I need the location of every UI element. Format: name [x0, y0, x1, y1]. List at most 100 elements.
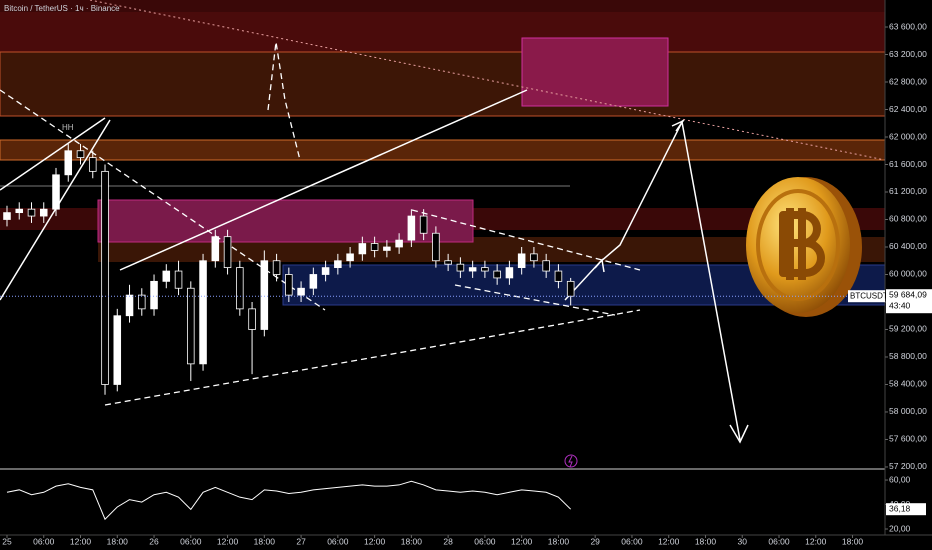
candle-body [64, 150, 73, 176]
x-tick-label: 12:00 [658, 536, 680, 546]
candle-body [554, 270, 563, 282]
candle-body [27, 208, 36, 217]
value-label: 36,18 [889, 503, 911, 513]
y-tick-label: 62 400,00 [889, 104, 927, 114]
y-tick-label: 60 400,00 [889, 241, 927, 251]
dashed-line [104, 309, 641, 406]
arrow-head [594, 258, 605, 273]
x-tick-label: 18:00 [401, 536, 423, 546]
drawings [0, 89, 749, 444]
y-tick-label: 58 800,00 [889, 351, 927, 361]
trend-line [0, 117, 106, 191]
trend-line [0, 119, 111, 301]
candle-body [138, 294, 146, 310]
x-tick-label: 06:00 [180, 536, 202, 546]
y-tick-label: 63 200,00 [889, 49, 927, 59]
candle-body [125, 294, 134, 317]
symbol-label: BTCUSDT [850, 291, 888, 300]
x-tick-label: 06:00 [474, 536, 496, 546]
x-tick-label: 06:00 [33, 536, 55, 546]
y-tick-label: 62 800,00 [889, 76, 927, 86]
y-tick-label: 60 800,00 [889, 214, 927, 224]
y-tick-label: 57 200,00 [889, 461, 927, 471]
candle-body [468, 267, 477, 272]
event-icon[interactable] [564, 454, 578, 468]
projection [564, 119, 741, 441]
candle-body [309, 274, 318, 289]
candle-body [101, 170, 109, 385]
x-tick-label: 12:00 [364, 536, 386, 546]
candle-body [260, 260, 269, 330]
candle-body [493, 270, 501, 279]
y-tick-label: 59 200,00 [889, 324, 927, 334]
candle-body [76, 150, 85, 159]
candle-body [346, 253, 354, 262]
coin-rim [756, 189, 840, 301]
arrow-head [729, 424, 749, 444]
x-tick-label: 27 [296, 536, 306, 546]
candle-body [113, 315, 122, 385]
candle-body [542, 260, 550, 272]
zone [0, 51, 886, 117]
y-tick-label: 61 200,00 [889, 186, 927, 196]
y-tick-label: 58 400,00 [889, 379, 927, 389]
candle-body [419, 215, 428, 234]
y-tick-label: 62 000,00 [889, 131, 927, 141]
x-tick-label: 12:00 [70, 536, 92, 546]
y-tick-label: 61 600,00 [889, 159, 927, 169]
x-tick-label: 28 [443, 536, 453, 546]
candle-body [334, 260, 342, 269]
x-tick-label: 26 [149, 536, 159, 546]
candle-body [39, 208, 48, 217]
x-tick-label: 12:00 [511, 536, 533, 546]
zone [521, 37, 669, 107]
candle-body [174, 270, 183, 289]
candle-body [444, 260, 452, 265]
candle-body [297, 287, 305, 296]
candle-body [187, 287, 195, 365]
y-tick-label: 58 000,00 [889, 406, 927, 416]
y-tick-label: 63 600,00 [889, 21, 927, 31]
x-tick-label: 12:00 [805, 536, 827, 546]
candle-body [566, 280, 575, 297]
candle-body [517, 253, 526, 269]
y-tick-label: 60 000,00 [889, 269, 927, 279]
dashed-line [267, 41, 301, 161]
candle-body [383, 246, 391, 251]
x-tick-label: 25 [2, 536, 12, 546]
dashed-drawings [0, 41, 641, 406]
candle-body [481, 267, 489, 272]
candle-body [395, 239, 403, 248]
candle-body [162, 270, 171, 282]
price-tag [886, 289, 932, 314]
x-tick-label: 12:00 [217, 536, 239, 546]
candle-body [88, 157, 97, 172]
candle-body [150, 280, 158, 310]
candle-body [432, 232, 440, 262]
x-tick-label: 18:00 [107, 536, 129, 546]
zone [0, 139, 886, 161]
candle-body [272, 260, 281, 275]
dotted-line [89, 0, 886, 161]
x-tick-label: 29 [590, 536, 600, 546]
candle-body [3, 212, 11, 220]
candle-body [248, 308, 256, 330]
candle-body [530, 253, 538, 262]
candle-body [223, 236, 232, 269]
candle-body [236, 267, 244, 310]
candle-body [211, 236, 220, 262]
dashed-line [454, 284, 616, 316]
x-tick-label: 18:00 [695, 536, 717, 546]
zone [0, 12, 885, 52]
annotation: HH [62, 123, 74, 132]
y-tick-label: 60,00 [889, 474, 911, 484]
candle-body [199, 260, 207, 365]
candle-body [358, 243, 367, 255]
x-tick-label: 18:00 [548, 536, 570, 546]
x-tick-label: 06:00 [327, 536, 349, 546]
symbol-tag [848, 290, 885, 303]
zone [0, 0, 885, 12]
candle-body [285, 274, 293, 296]
oscillator-line [6, 480, 572, 521]
